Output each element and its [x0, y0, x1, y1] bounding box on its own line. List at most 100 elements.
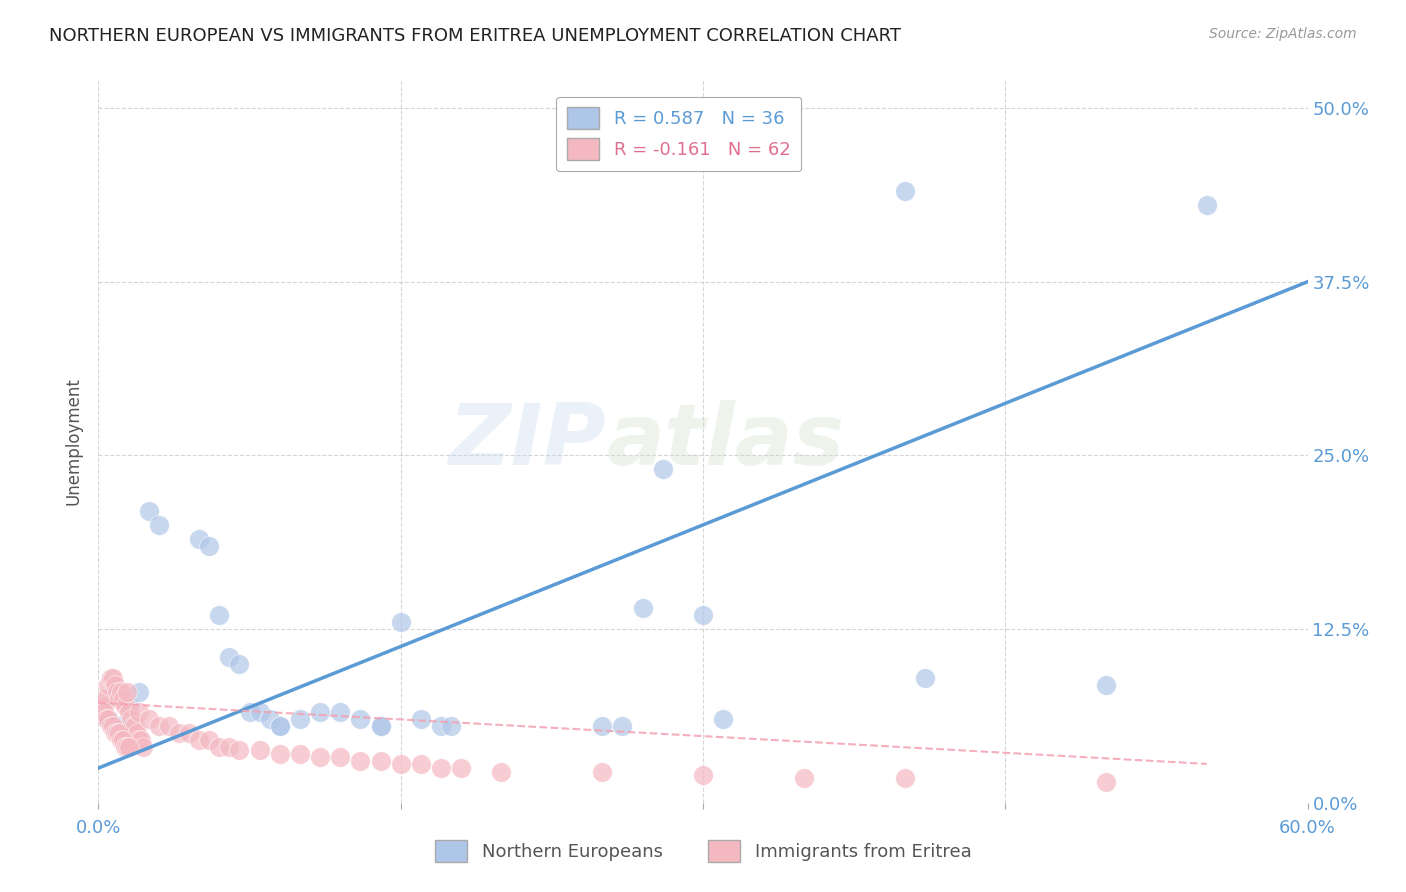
Text: NORTHERN EUROPEAN VS IMMIGRANTS FROM ERITREA UNEMPLOYMENT CORRELATION CHART: NORTHERN EUROPEAN VS IMMIGRANTS FROM ERI…: [49, 27, 901, 45]
Point: [96, 691, 118, 706]
Point: [118, 740, 141, 755]
Point: [138, 713, 160, 727]
Point: [118, 698, 141, 713]
Point: [100, 719, 122, 733]
Point: [115, 684, 138, 698]
Point: [129, 733, 152, 747]
Point: [93, 698, 115, 713]
Point: [107, 691, 129, 706]
Point: [111, 691, 134, 706]
Point: [389, 615, 412, 630]
Point: [128, 706, 150, 720]
Point: [128, 684, 150, 698]
Point: [370, 719, 392, 733]
Point: [893, 185, 915, 199]
Point: [132, 740, 155, 755]
Point: [100, 671, 122, 685]
Point: [249, 743, 271, 757]
Point: [409, 756, 432, 771]
Point: [105, 684, 128, 698]
Text: Source: ZipAtlas.com: Source: ZipAtlas.com: [1209, 27, 1357, 41]
Point: [329, 750, 352, 764]
Point: [97, 713, 120, 727]
Point: [389, 756, 412, 771]
Point: [612, 719, 634, 733]
Point: [440, 719, 463, 733]
Point: [329, 706, 352, 720]
Point: [692, 608, 714, 623]
Point: [118, 706, 141, 720]
Point: [591, 765, 613, 780]
Point: [101, 671, 124, 685]
Point: [208, 740, 231, 755]
Point: [349, 713, 371, 727]
Point: [148, 517, 170, 532]
Point: [269, 719, 291, 733]
Point: [218, 649, 240, 664]
Point: [239, 706, 262, 720]
Point: [631, 601, 654, 615]
Text: atlas: atlas: [606, 400, 845, 483]
Point: [249, 706, 271, 720]
Point: [349, 754, 371, 768]
Point: [121, 719, 143, 733]
Point: [208, 608, 231, 623]
Point: [97, 713, 120, 727]
Text: 60.0%: 60.0%: [1279, 820, 1336, 838]
Point: [188, 532, 211, 546]
Point: [309, 706, 332, 720]
Point: [167, 726, 190, 740]
Point: [105, 726, 128, 740]
Point: [651, 462, 673, 476]
Point: [430, 761, 453, 775]
Point: [125, 726, 148, 740]
Point: [179, 726, 201, 740]
Point: [114, 698, 136, 713]
Point: [115, 740, 138, 755]
Point: [198, 733, 221, 747]
Point: [188, 733, 211, 747]
Point: [269, 747, 291, 761]
Point: [491, 765, 513, 780]
Point: [103, 726, 125, 740]
Point: [269, 719, 291, 733]
Point: [124, 719, 146, 733]
Point: [259, 713, 281, 727]
Point: [91, 691, 114, 706]
Point: [128, 733, 150, 747]
Point: [370, 719, 392, 733]
Point: [309, 750, 332, 764]
Point: [228, 657, 250, 671]
Point: [110, 733, 132, 747]
Point: [114, 740, 136, 755]
Point: [138, 504, 160, 518]
Point: [107, 726, 129, 740]
Point: [914, 671, 936, 685]
Point: [111, 733, 134, 747]
Point: [450, 761, 472, 775]
Y-axis label: Unemployment: Unemployment: [65, 377, 83, 506]
Point: [1095, 775, 1118, 789]
Point: [692, 768, 714, 782]
Legend: Northern Europeans, Immigrants from Eritrea: Northern Europeans, Immigrants from Erit…: [427, 833, 979, 870]
Point: [93, 706, 115, 720]
Point: [103, 678, 125, 692]
Point: [198, 539, 221, 553]
Point: [591, 719, 613, 733]
Point: [157, 719, 180, 733]
Point: [711, 713, 734, 727]
Point: [120, 713, 142, 727]
Text: ZIP: ZIP: [449, 400, 606, 483]
Point: [101, 719, 124, 733]
Legend: R = 0.587   N = 36, R = -0.161   N = 62: R = 0.587 N = 36, R = -0.161 N = 62: [557, 96, 801, 171]
Point: [228, 743, 250, 757]
Point: [96, 713, 118, 727]
Point: [97, 678, 120, 692]
Point: [893, 771, 915, 785]
Point: [107, 719, 129, 733]
Text: 0.0%: 0.0%: [76, 820, 121, 838]
Point: [409, 713, 432, 727]
Point: [148, 719, 170, 733]
Point: [793, 771, 815, 785]
Point: [218, 740, 240, 755]
